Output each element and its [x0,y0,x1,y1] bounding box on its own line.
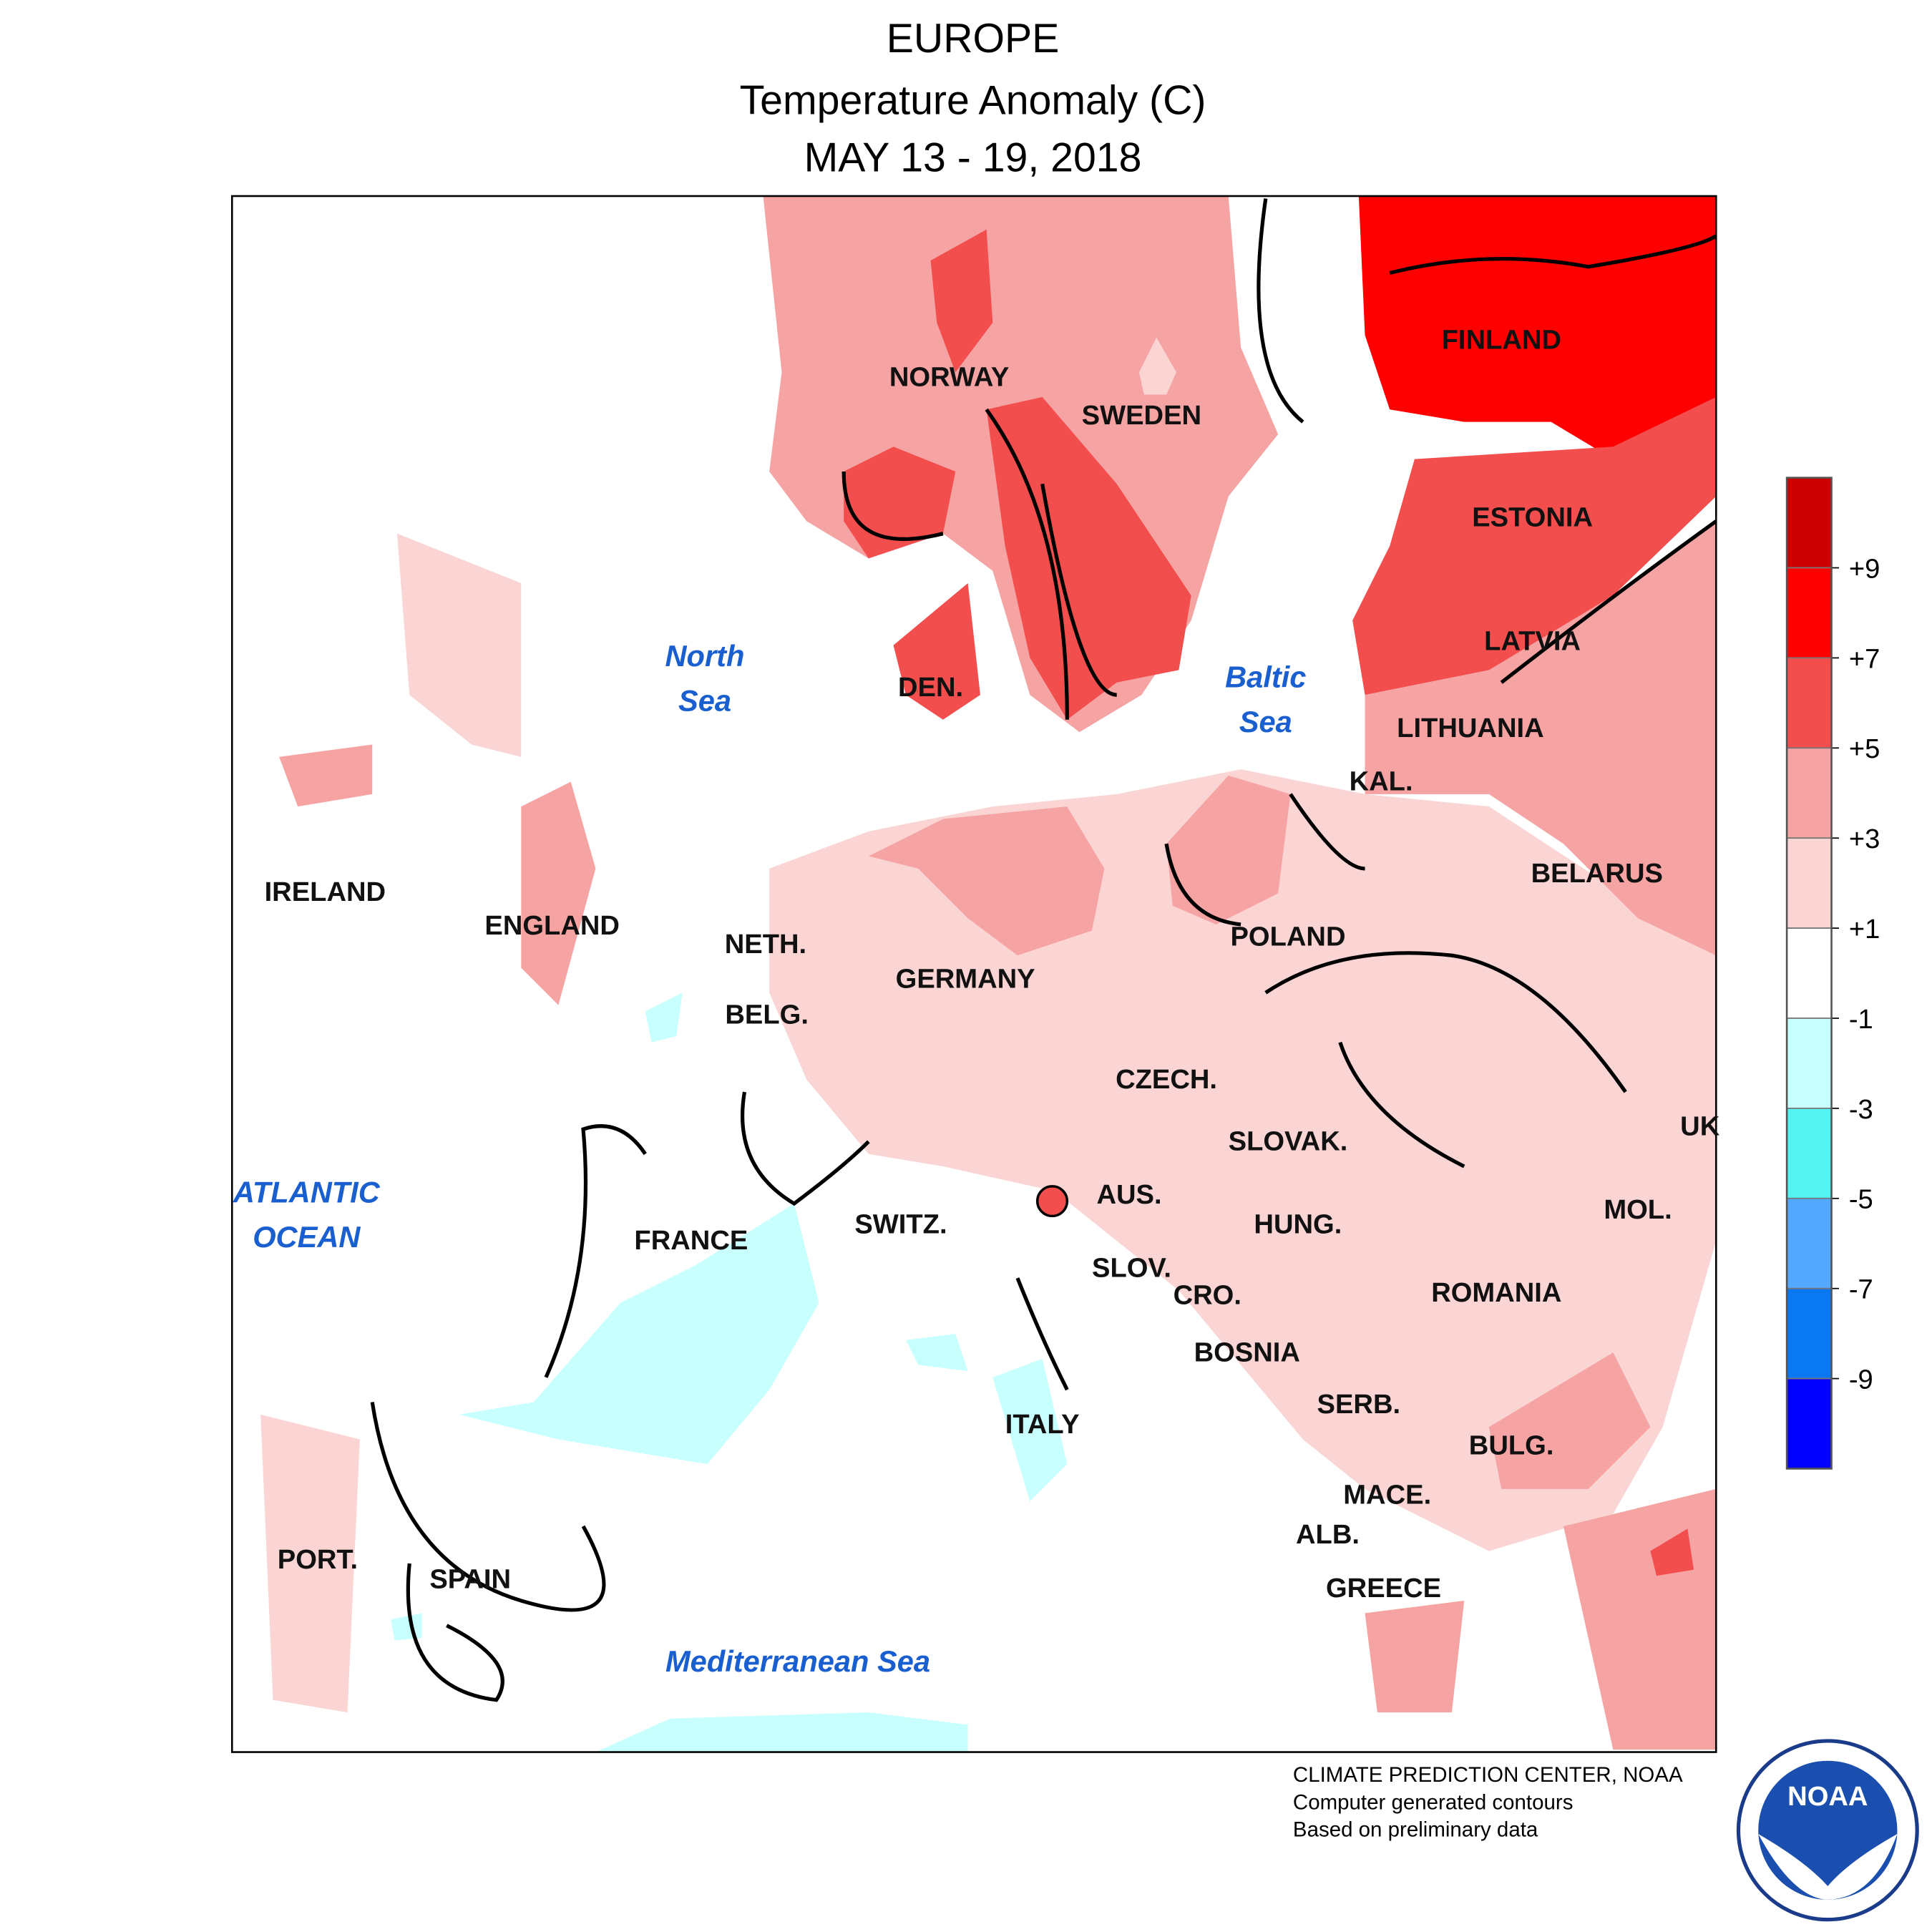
legend: +9 +7 +5 +3 +1 -1 -3 -5 -7 -9 [1785,477,1880,1470]
noaa-logo: NOAA [1736,1739,1919,1922]
country-label: DEN. [898,672,963,703]
legend-label: -5 [1849,1184,1873,1215]
legend-swatch [1786,657,1833,749]
country-label: BELARUS [1531,858,1663,889]
country-label: KAL. [1350,766,1413,797]
country-label: SWEDEN [1082,400,1201,431]
sea-label: Baltic [1225,660,1306,694]
country-label: GERMANY [896,963,1035,994]
legend-frame [1785,477,1833,1470]
legend-label: -1 [1849,1004,1873,1035]
legend-swatch [1786,1287,1833,1380]
sea-label: Sea [678,684,731,718]
country-label: FINLAND [1442,324,1561,355]
legend-swatch [1786,927,1833,1019]
subtitle: Temperature Anomaly (C) [740,78,1206,124]
legend-label: +5 [1849,733,1880,764]
country-label: SLOVAK. [1229,1126,1348,1157]
credit-line: CLIMATE PREDICTION CENTER, NOAA [1293,1763,1683,1787]
country-label: SLOV. [1092,1252,1171,1283]
legend-swatch [1786,1018,1833,1109]
country-label: CZECH. [1116,1064,1217,1095]
map [230,195,1717,1753]
country-label: SPAIN [429,1564,511,1595]
sea-label: Sea [1239,705,1292,738]
country-label: POLAND [1230,921,1345,952]
sea-labels: North Sea Baltic Sea ATLANTIC OCEAN Medi… [233,639,1307,1678]
country-label: ENGLAND [484,910,620,941]
country-labels: NORWAY SWEDEN FINLAND ESTONIA LATVIA LIT… [265,324,1720,1604]
country-label: IRELAND [265,877,386,907]
sea-label: OCEAN [253,1220,361,1254]
country-label: ESTONIA [1472,502,1593,532]
legend-swatch [1786,1377,1833,1470]
country-label: SWITZ. [854,1209,947,1240]
period: MAY 13 - 19, 2018 [804,135,1142,180]
legend-label: -3 [1849,1094,1873,1125]
legend-swatch [1786,1108,1833,1199]
country-label: FRANCE [634,1225,748,1256]
legend-label: +9 [1849,553,1880,584]
country-label: GREECE [1326,1573,1441,1604]
country-label: AUS. [1096,1179,1161,1210]
country-label: UK [1680,1111,1720,1142]
country-label: MACE. [1343,1480,1431,1511]
country-label: ALB. [1296,1519,1360,1550]
title: EUROPE [887,16,1060,62]
legend-swatch [1786,477,1833,569]
country-label: BULG. [1469,1430,1554,1460]
credit-line: Based on preliminary data [1293,1818,1538,1841]
country-label: ITALY [1005,1409,1080,1440]
sea-label: North [665,639,745,673]
country-label: PORT. [278,1544,358,1575]
country-label: HUNG. [1254,1209,1342,1240]
sea-label: ATLANTIC [233,1175,381,1209]
country-label: CRO. [1174,1280,1241,1311]
legend-swatch [1786,567,1833,659]
legend-label: -9 [1849,1364,1873,1395]
credit-line: Computer generated contours [1293,1790,1574,1814]
logo-text: NOAA [1787,1781,1868,1812]
country-label: SERB. [1317,1389,1401,1420]
legend-label: +1 [1849,914,1880,945]
country-label: BOSNIA [1194,1337,1300,1367]
sea-label: Mediterranean Sea [665,1644,930,1678]
country-label: BELG. [725,1000,809,1030]
legend-swatch [1786,747,1833,839]
country-label: NETH. [725,929,806,960]
country-label: LITHUANIA [1397,713,1544,743]
legend-swatch [1786,837,1833,929]
country-label: LATVIA [1484,626,1581,657]
country-label: ROMANIA [1431,1277,1561,1308]
legend-label: -7 [1849,1274,1873,1305]
country-label: NORWAY [889,361,1009,392]
legend-label: +7 [1849,643,1880,674]
legend-swatch [1786,1197,1833,1289]
legend-label: +3 [1849,824,1880,854]
country-label: MOL. [1604,1194,1672,1225]
